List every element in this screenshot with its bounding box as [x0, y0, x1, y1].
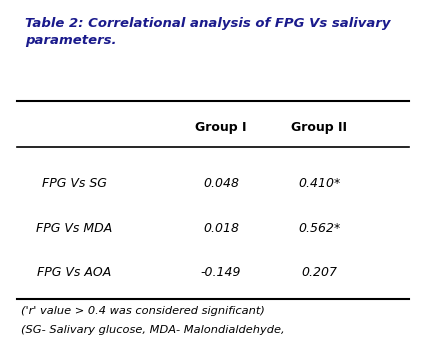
- Text: FPG Vs AOA: FPG Vs AOA: [37, 266, 111, 279]
- Text: 0.562*: 0.562*: [298, 222, 340, 235]
- Text: Group II: Group II: [291, 121, 347, 134]
- Text: FPG Vs MDA: FPG Vs MDA: [36, 222, 112, 235]
- Text: 0.410*: 0.410*: [298, 177, 340, 190]
- Text: -0.149: -0.149: [201, 266, 242, 279]
- Text: Group I: Group I: [196, 121, 247, 134]
- Text: (SG- Salivary glucose, MDA- Malondialdehyde,: (SG- Salivary glucose, MDA- Malondialdeh…: [21, 325, 285, 335]
- Text: FPG Vs SG: FPG Vs SG: [41, 177, 106, 190]
- Text: 0.048: 0.048: [203, 177, 239, 190]
- Text: 0.207: 0.207: [301, 266, 337, 279]
- Text: Table 2: Correlational analysis of FPG Vs salivary
parameters.: Table 2: Correlational analysis of FPG V…: [25, 17, 390, 47]
- Text: 0.018: 0.018: [203, 222, 239, 235]
- Text: ('r' value > 0.4 was considered significant): ('r' value > 0.4 was considered signific…: [21, 306, 265, 316]
